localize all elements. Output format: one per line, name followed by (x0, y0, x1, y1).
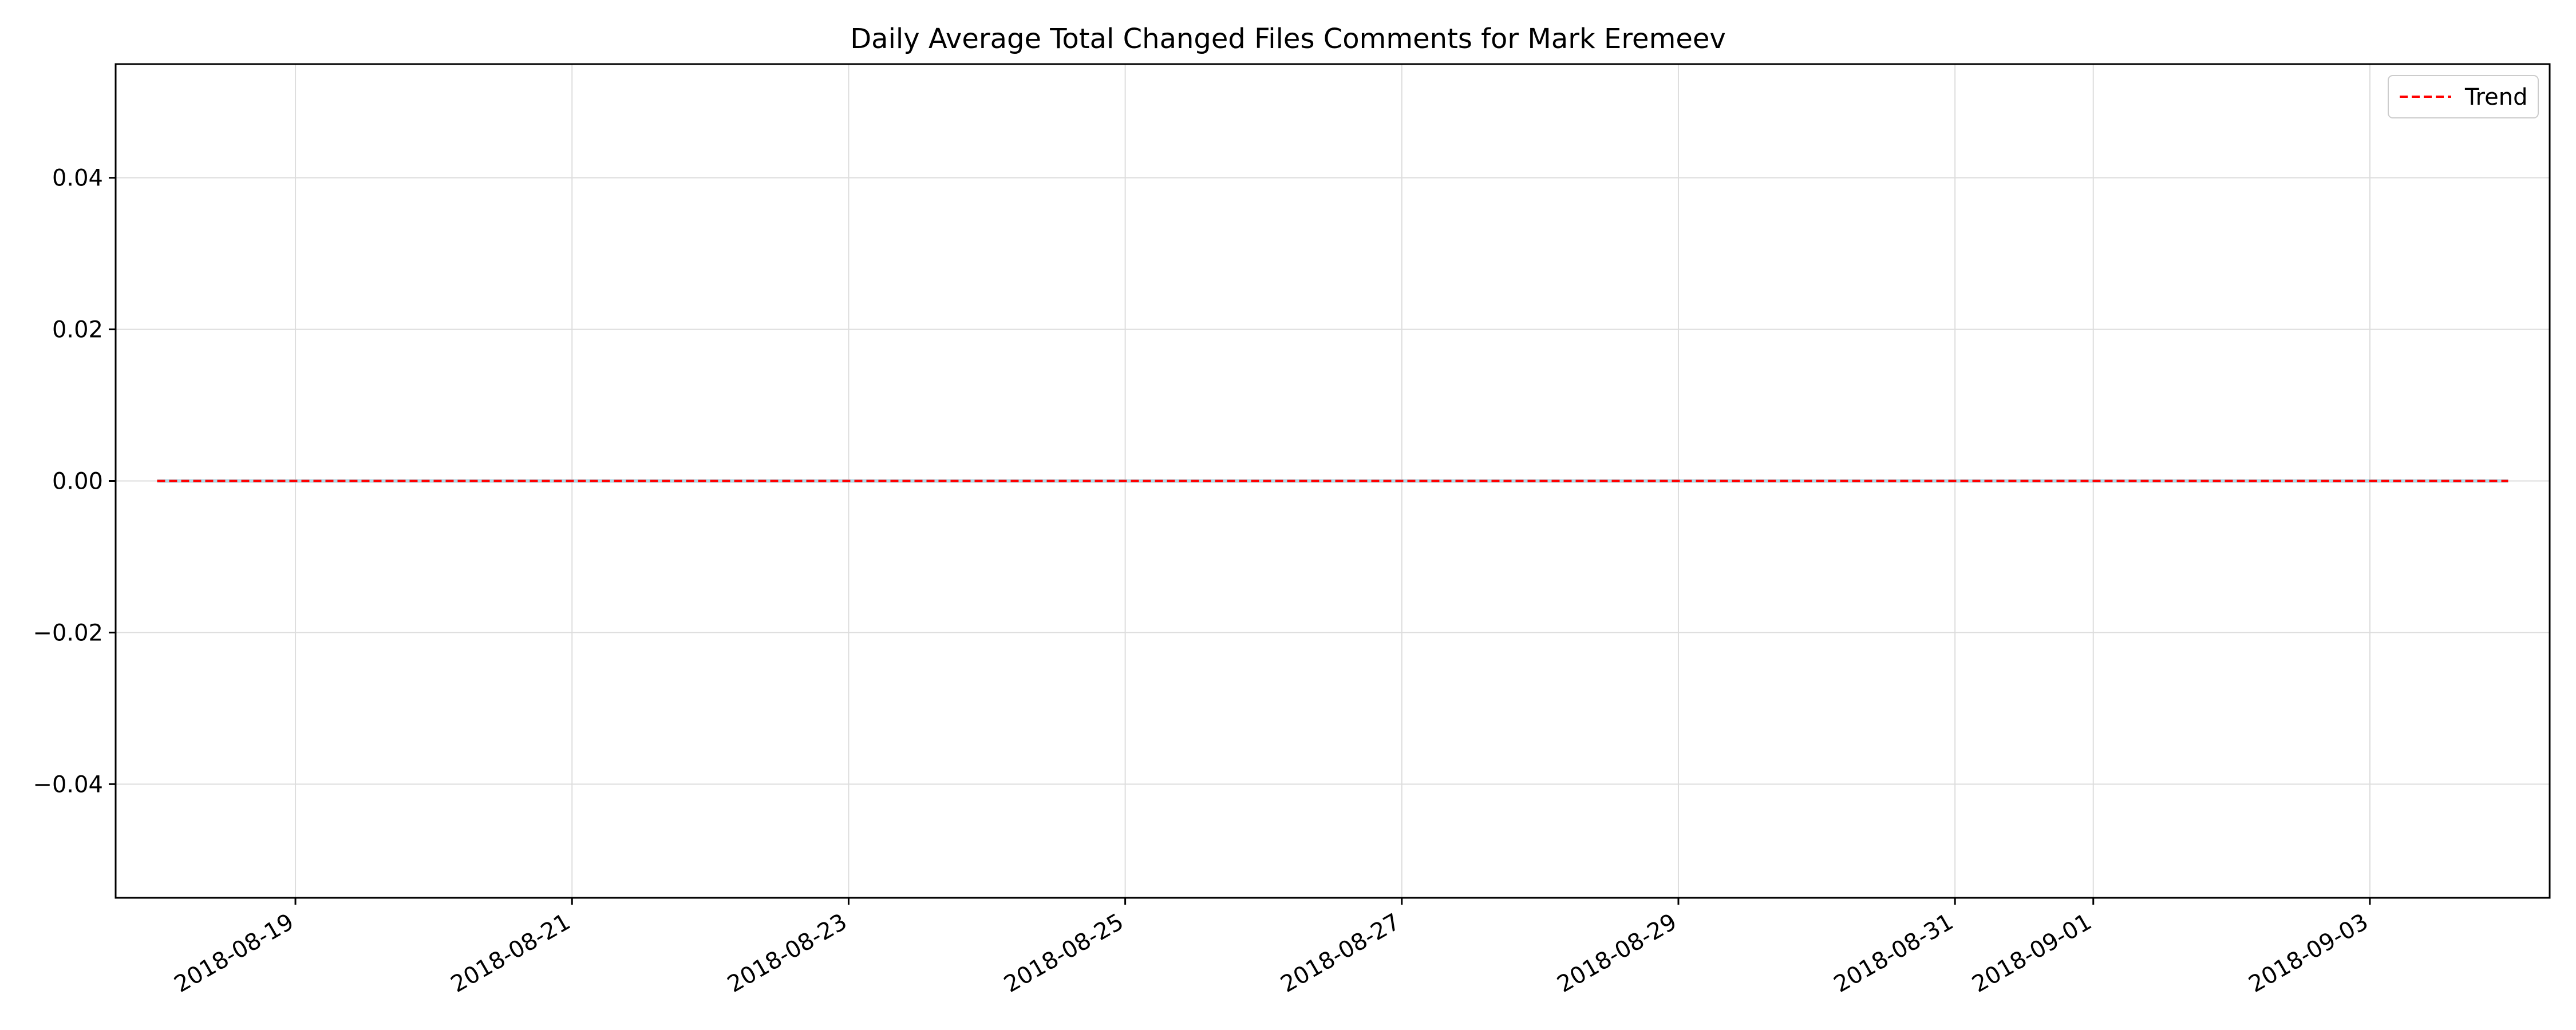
y-tick-label: 0.04 (52, 165, 103, 192)
legend-box (2388, 75, 2539, 118)
chart-title: Daily Average Total Changed Files Commen… (850, 23, 1726, 55)
y-tick-label: 0.02 (52, 317, 103, 343)
x-tick-label: 2018-08-23 (723, 909, 851, 998)
x-tick-label: 2018-08-21 (447, 909, 575, 998)
x-tick-label: 2018-08-19 (170, 909, 298, 998)
y-tick-label: 0.00 (52, 469, 103, 495)
x-axis: 2018-08-19 2018-08-21 2018-08-23 2018-08-25… (170, 898, 2373, 998)
legend-trend-label: Trend (2464, 84, 2527, 110)
y-tick-label: −0.02 (33, 620, 103, 646)
x-tick-label: 2018-08-27 (1276, 909, 1404, 998)
legend: Trend (2388, 75, 2539, 118)
y-tick-label: −0.04 (33, 771, 103, 798)
x-tick-label: 2018-09-03 (2245, 909, 2373, 998)
x-tick-label: 2018-08-29 (1553, 909, 1681, 998)
x-tick-label: 2018-09-01 (1967, 909, 2096, 998)
x-tick-label: 2018-08-25 (999, 909, 1128, 998)
x-tick-label: 2018-08-31 (1830, 909, 1958, 998)
y-axis: −0.04 −0.02 0.00 0.02 0.04 (33, 165, 116, 798)
